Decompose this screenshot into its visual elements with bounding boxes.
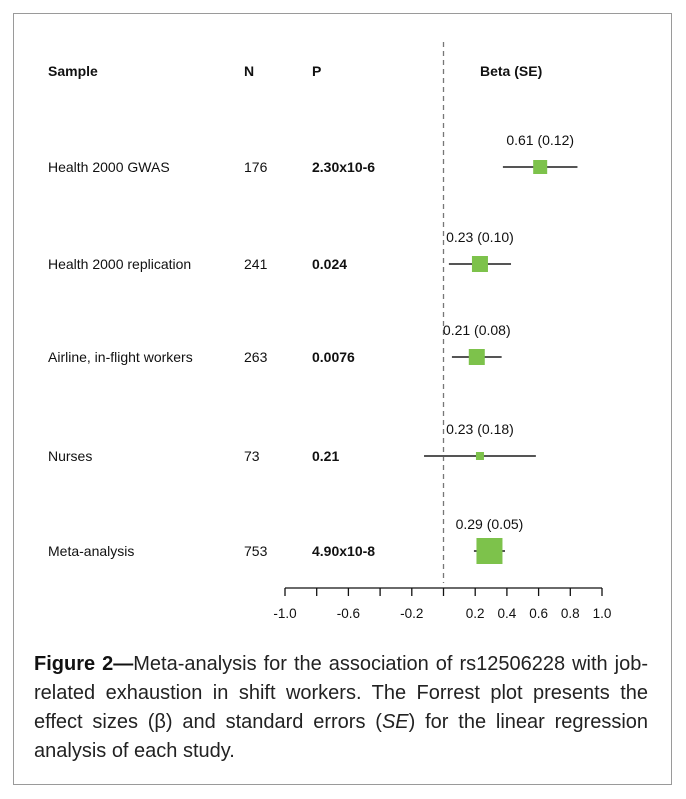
x-tick-label: -0.2 <box>400 606 423 621</box>
row-p-value: 4.90x10-8 <box>312 543 375 559</box>
row-sample-label: Health 2000 GWAS <box>48 159 170 175</box>
row-n-value: 241 <box>244 256 268 272</box>
figure-frame <box>13 13 672 785</box>
effect-label: 0.21 (0.08) <box>443 322 511 338</box>
x-tick-label: 0.8 <box>561 606 580 621</box>
header-beta: Beta (SE) <box>480 63 542 79</box>
x-tick-label: 0.6 <box>529 606 548 621</box>
x-tick-label: -0.6 <box>337 606 360 621</box>
x-tick-label: -1.0 <box>273 606 296 621</box>
row-sample-label: Meta-analysis <box>48 543 134 559</box>
study-row: Health 2000 replication 241 0.024 0.23 (0.1… <box>48 229 514 272</box>
x-tick-label: 0.4 <box>498 606 517 621</box>
row-p-value: 0.024 <box>312 256 347 272</box>
row-n-value: 263 <box>244 349 268 365</box>
row-p-value: 0.21 <box>312 448 339 464</box>
header-p: P <box>312 63 321 79</box>
effect-label: 0.29 (0.05) <box>456 516 524 532</box>
x-tick-label: 1.0 <box>593 606 612 621</box>
x-tick-label: 0.2 <box>466 606 485 621</box>
effect-marker <box>475 452 484 460</box>
row-sample-label: Airline, in-flight workers <box>48 349 193 365</box>
effect-marker <box>468 349 485 365</box>
effect-marker <box>471 256 488 272</box>
row-sample-label: Nurses <box>48 448 92 464</box>
study-row: Airline, in-flight workers 263 0.0076 0.21 … <box>48 322 511 365</box>
row-n-value: 73 <box>244 448 260 464</box>
effect-label: 0.61 (0.12) <box>506 132 574 148</box>
study-row: Meta-analysis 753 4.90x10-8 0.29 (0.05) <box>48 516 523 564</box>
effect-marker <box>533 160 548 174</box>
row-p-value: 2.30x10-6 <box>312 159 375 175</box>
forest-plot: Sample N P Beta (SE) Health 2000 GWAS 176… <box>48 42 612 621</box>
caption-text-2: ) for the linear regression analysis of … <box>34 711 649 762</box>
figure-caption: Figure 2—Meta-analysis for the associati… <box>34 650 648 766</box>
row-p-value: 0.0076 <box>312 349 355 365</box>
header-sample: Sample <box>48 63 98 79</box>
row-n-value: 176 <box>244 159 268 175</box>
study-rows: Health 2000 GWAS 176 2.30x10-60.61 (0.12)H… <box>48 132 578 564</box>
header-n: N <box>244 63 254 79</box>
effect-label: 0.23 (0.10) <box>446 229 514 245</box>
caption-text-1: Meta-analysis for the association of rs1… <box>34 653 648 733</box>
study-row: Nurses 73 0.21 0.23 (0.18) <box>48 421 536 464</box>
effect-marker <box>476 538 503 564</box>
row-n-value: 753 <box>244 543 268 559</box>
effect-label: 0.23 (0.18) <box>446 421 514 437</box>
caption-se-italic: SE <box>381 711 409 733</box>
row-sample-label: Health 2000 replication <box>48 256 191 272</box>
x-axis: -1.0 -0.6 -0.2 0.2 0.4 0.6 0.8 1.0 <box>273 587 612 621</box>
caption-label: Figure 2— <box>34 653 134 675</box>
study-row: Health 2000 GWAS 176 2.30x10-6 0.61 (0.12) <box>48 132 578 175</box>
